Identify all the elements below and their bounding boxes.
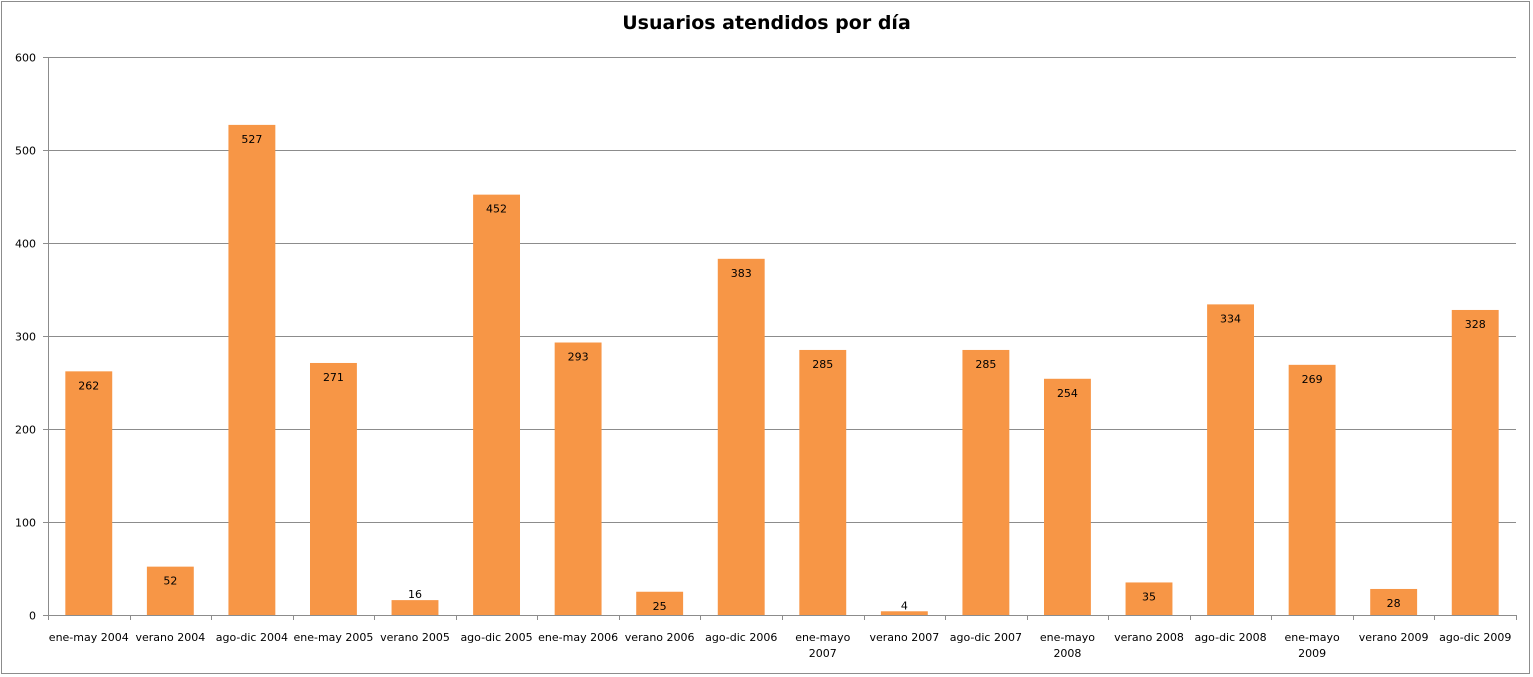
y-tick-label: 0 xyxy=(29,610,36,623)
x-tick-label: ago-dic 2009 xyxy=(1439,631,1511,644)
data-label: 527 xyxy=(241,133,262,146)
bar xyxy=(717,258,765,615)
y-tick-label: 100 xyxy=(15,517,36,530)
x-tick-label: ago-dic 2004 xyxy=(216,631,288,644)
bar xyxy=(1043,378,1091,615)
data-label: 16 xyxy=(408,588,422,601)
bar xyxy=(1125,582,1173,615)
x-tick-label: ene-mayo xyxy=(795,631,850,644)
bar xyxy=(962,349,1010,615)
bar xyxy=(1288,364,1336,615)
x-tick-label: 2008 xyxy=(1053,647,1081,660)
y-tick-label: 500 xyxy=(15,145,36,158)
bar xyxy=(146,566,194,615)
x-axis: ene-may 2004 verano 2004 ago-dic 2004 ene-m… xyxy=(48,615,1517,660)
bar xyxy=(473,194,521,615)
data-label: 452 xyxy=(486,203,507,216)
y-tick-label: 400 xyxy=(15,238,36,251)
data-label: 285 xyxy=(975,358,996,371)
data-label: 25 xyxy=(653,600,667,613)
x-tick-label: ago-dic 2007 xyxy=(950,631,1022,644)
x-tick-label: verano 2004 xyxy=(135,631,205,644)
x-tick-label: ene-may 2006 xyxy=(538,631,618,644)
x-tick-label: ene-may 2004 xyxy=(49,631,129,644)
x-tick-label: ene-mayo xyxy=(1285,631,1340,644)
bar xyxy=(1451,309,1499,615)
data-label: 35 xyxy=(1142,590,1156,603)
data-label: 328 xyxy=(1465,318,1486,331)
data-labels: 262 52 527 271 16 452 293 25 383 285 4 285 254 35 334 2… xyxy=(78,133,1485,613)
bar xyxy=(554,342,602,615)
x-tick-label: ago-dic 2006 xyxy=(705,631,777,644)
data-label: 262 xyxy=(78,379,99,392)
bar xyxy=(391,600,439,615)
data-label: 28 xyxy=(1387,597,1401,610)
bar xyxy=(1370,588,1418,615)
x-tick-label: ene-may 2005 xyxy=(293,631,373,644)
chart-title: Usuarios atendidos por día xyxy=(622,12,911,34)
data-label: 334 xyxy=(1220,312,1241,325)
y-tick-label: 300 xyxy=(15,331,36,344)
x-tick-label: 2007 xyxy=(809,647,837,660)
x-tick-label: ene-mayo xyxy=(1040,631,1095,644)
bar xyxy=(309,362,357,615)
data-label: 254 xyxy=(1057,387,1078,400)
bar xyxy=(636,591,684,615)
bars xyxy=(65,124,1499,615)
data-label: 4 xyxy=(901,599,908,612)
bar xyxy=(1207,304,1255,615)
data-label: 383 xyxy=(731,267,752,280)
x-tick-label: 2009 xyxy=(1298,647,1326,660)
bar xyxy=(65,371,113,615)
data-label: 293 xyxy=(568,351,589,364)
data-label: 271 xyxy=(323,371,344,384)
data-label: 285 xyxy=(812,358,833,371)
x-tick-label: ago-dic 2008 xyxy=(1194,631,1266,644)
x-tick-label: ago-dic 2005 xyxy=(460,631,532,644)
bar xyxy=(880,611,928,615)
data-label: 52 xyxy=(163,575,177,588)
x-tick-label: verano 2007 xyxy=(869,631,939,644)
x-tick-label: verano 2006 xyxy=(625,631,695,644)
bar xyxy=(228,124,276,615)
y-tick-label: 600 xyxy=(15,52,36,65)
y-tick-label: 200 xyxy=(15,424,36,437)
y-axis: 0 100 200 300 400 500 600 xyxy=(15,52,49,623)
data-label: 269 xyxy=(1302,373,1323,386)
x-tick-label: verano 2009 xyxy=(1359,631,1429,644)
x-tick-label: verano 2005 xyxy=(380,631,450,644)
x-tick-label: verano 2008 xyxy=(1114,631,1184,644)
bar xyxy=(799,349,847,615)
